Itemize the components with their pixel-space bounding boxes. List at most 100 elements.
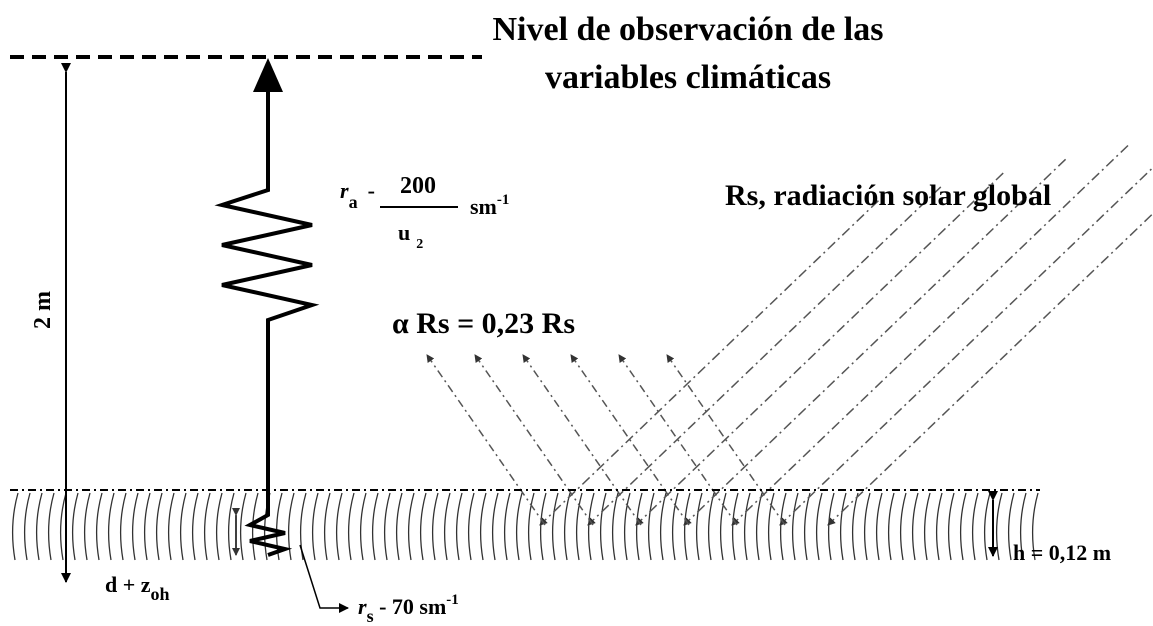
hatch-stroke xyxy=(47,492,55,561)
incoming-ray xyxy=(731,144,1129,526)
hatch-stroke xyxy=(119,492,127,561)
hatch-stroke xyxy=(35,492,43,561)
hatch-stroke xyxy=(923,492,931,561)
albedo-label: α Rs = 0,23 Rs xyxy=(392,307,575,340)
hatch-stroke xyxy=(827,492,835,561)
incoming-ray xyxy=(779,166,1153,526)
hatch-stroke xyxy=(659,492,667,561)
hatch-stroke xyxy=(155,492,163,561)
hatch-stroke xyxy=(539,492,547,561)
crop-hatching xyxy=(11,492,1039,561)
hatch-stroke xyxy=(479,492,487,561)
hatch-stroke xyxy=(791,492,799,561)
hatch-stroke xyxy=(179,492,187,561)
hatch-stroke xyxy=(995,492,1003,561)
hatch-stroke xyxy=(203,492,211,561)
reflected-ray xyxy=(522,354,642,526)
hatch-stroke xyxy=(779,492,787,561)
hatch-stroke xyxy=(227,492,235,561)
hatch-stroke xyxy=(647,492,655,561)
hatch-stroke xyxy=(719,492,727,561)
hatch-stroke xyxy=(71,492,79,561)
hatch-stroke xyxy=(1007,492,1015,561)
hatch-stroke xyxy=(911,492,919,561)
incoming-ray xyxy=(827,212,1153,526)
hatch-stroke xyxy=(143,492,151,561)
hatch-stroke xyxy=(875,492,883,561)
hatch-stroke xyxy=(683,492,691,561)
hatch-stroke xyxy=(11,492,19,561)
displacement-label: d + zoh xyxy=(105,572,170,604)
surface-resistance xyxy=(244,495,293,557)
hatch-stroke xyxy=(311,492,319,561)
hatch-stroke xyxy=(395,492,403,561)
hatch-stroke xyxy=(983,492,991,561)
height-label: 2 m xyxy=(30,291,56,329)
hatch-stroke xyxy=(515,492,523,561)
hatch-stroke xyxy=(851,492,859,561)
title-line: variables climáticas xyxy=(545,59,831,96)
hatch-stroke xyxy=(587,492,595,561)
rs-pointer xyxy=(299,544,349,613)
hatch-stroke xyxy=(671,492,679,561)
hatch-stroke xyxy=(959,492,967,561)
hatch-stroke xyxy=(431,492,439,561)
hatch-stroke xyxy=(635,492,643,561)
hatch-stroke xyxy=(107,492,115,561)
hatch-stroke xyxy=(443,492,451,561)
hatch-stroke xyxy=(215,492,223,561)
hatch-stroke xyxy=(551,492,559,561)
hatch-stroke xyxy=(707,492,715,561)
hatch-stroke xyxy=(695,492,703,561)
rs-label: rs - 70 sm-1 xyxy=(358,592,459,626)
hatch-stroke xyxy=(755,492,763,561)
hatch-stroke xyxy=(455,492,463,561)
hatch-stroke xyxy=(347,492,355,561)
hatch-stroke xyxy=(467,492,475,561)
reflected-ray xyxy=(426,354,546,526)
hatch-stroke xyxy=(491,492,499,561)
ra-numerator: 200 xyxy=(400,173,436,199)
hatch-stroke xyxy=(371,492,379,561)
hatch-stroke xyxy=(731,492,739,561)
hatch-stroke xyxy=(323,492,331,561)
hatch-stroke xyxy=(503,492,511,561)
hatch-stroke xyxy=(95,492,103,561)
hatch-stroke xyxy=(407,492,415,561)
incoming-ray xyxy=(539,200,879,526)
hatch-stroke xyxy=(335,492,343,561)
hatch-stroke xyxy=(767,492,775,561)
hatch-stroke xyxy=(803,492,811,561)
hatch-stroke xyxy=(383,492,391,561)
hatch-stroke xyxy=(23,492,31,561)
hatch-stroke xyxy=(527,492,535,561)
hatch-stroke xyxy=(167,492,175,561)
hatch-stroke xyxy=(899,492,907,561)
hatch-stroke xyxy=(935,492,943,561)
title-line: Nivel de observación de las xyxy=(493,11,884,48)
hatch-stroke xyxy=(419,492,427,561)
reflected-ray xyxy=(666,354,786,526)
hatch-stroke xyxy=(839,492,847,561)
hatch-stroke xyxy=(1031,492,1039,561)
ra-unit: sm-1 xyxy=(470,192,509,219)
hatch-stroke xyxy=(887,492,895,561)
ra-symbol: ra - xyxy=(340,178,375,212)
hatch-stroke xyxy=(191,492,199,561)
hatch-stroke xyxy=(287,492,295,561)
hatch-stroke xyxy=(971,492,979,561)
hatch-stroke xyxy=(863,492,871,561)
hatch-stroke xyxy=(611,492,619,561)
radiation-label: Rs, radiación solar global xyxy=(725,179,1051,212)
radiation-rays xyxy=(426,144,1153,526)
crop-height-label: h = 0,12 m xyxy=(1013,540,1111,565)
hatch-stroke xyxy=(743,492,751,561)
hatch-stroke xyxy=(83,492,91,561)
reflected-ray xyxy=(618,354,738,526)
incoming-ray xyxy=(587,186,942,526)
hatch-stroke xyxy=(623,492,631,561)
hatch-stroke xyxy=(359,492,367,561)
hatch-stroke xyxy=(563,492,571,561)
